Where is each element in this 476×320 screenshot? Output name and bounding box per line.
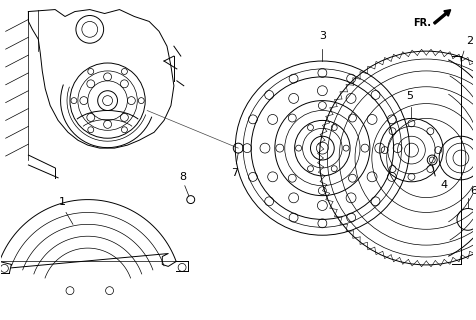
FancyArrow shape [433,10,450,24]
Text: 2: 2 [465,36,472,46]
Text: 5: 5 [405,91,412,100]
Text: 1: 1 [59,196,65,206]
Text: 6: 6 [469,186,476,196]
Text: FR.: FR. [412,19,430,28]
Text: 8: 8 [179,172,186,182]
Text: 4: 4 [439,180,446,190]
Text: 7: 7 [230,168,238,178]
Text: 3: 3 [318,31,325,41]
